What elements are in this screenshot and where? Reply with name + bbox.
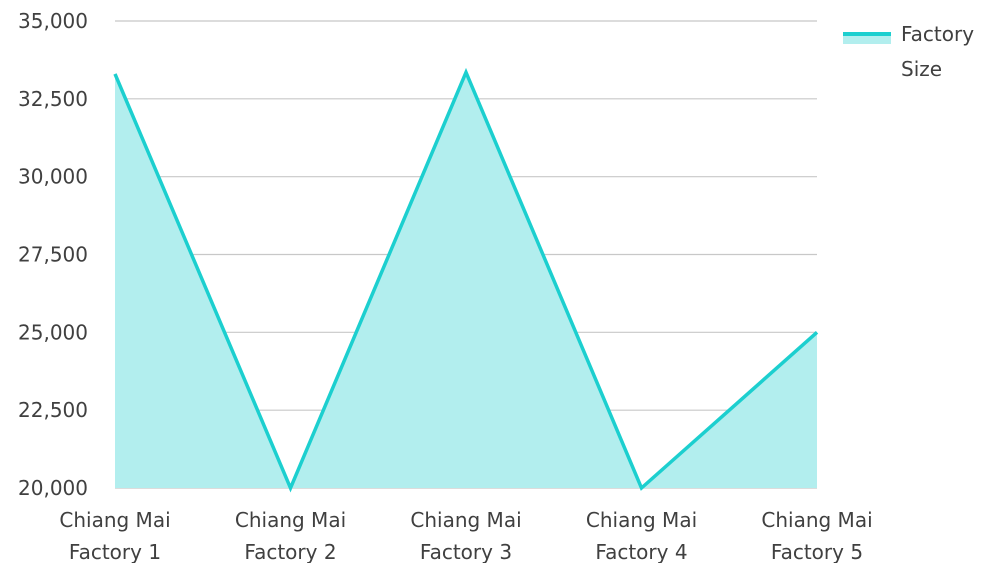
legend-label-line-1: Factory [901, 22, 974, 46]
y-axis-ticks: 20,000 22,500 25,000 27,500 30,000 32,500 35,0… [18, 9, 88, 500]
x-tick-label: Chiang Mai [761, 508, 872, 532]
x-tick-label: Factory 5 [771, 540, 863, 563]
y-tick-label: 35,000 [18, 9, 88, 33]
legend-label-line-2: Size [901, 57, 942, 81]
x-axis-ticks: Chiang Mai Factory 1 Chiang Mai Factory 2 Ch… [59, 508, 872, 563]
x-tick-label: Chiang Mai [59, 508, 170, 532]
x-tick-label: Chiang Mai [586, 508, 697, 532]
x-tick-label: Factory 3 [420, 540, 512, 563]
legend: Factory Size [843, 22, 974, 81]
y-tick-label: 30,000 [18, 165, 88, 189]
x-tick-label: Chiang Mai [410, 508, 521, 532]
x-tick-label: Factory 1 [69, 540, 161, 563]
legend-swatch-fill [843, 33, 891, 44]
y-tick-label: 25,000 [18, 320, 88, 344]
x-tick-label: Chiang Mai [235, 508, 346, 532]
y-tick-label: 32,500 [18, 87, 88, 111]
y-tick-label: 27,500 [18, 243, 88, 267]
series-area [113, 67, 819, 493]
y-tick-label: 20,000 [18, 476, 88, 500]
y-tick-label: 22,500 [18, 398, 88, 422]
series-fill [115, 72, 817, 489]
x-tick-label: Factory 4 [595, 540, 687, 563]
x-tick-label: Factory 2 [244, 540, 336, 563]
